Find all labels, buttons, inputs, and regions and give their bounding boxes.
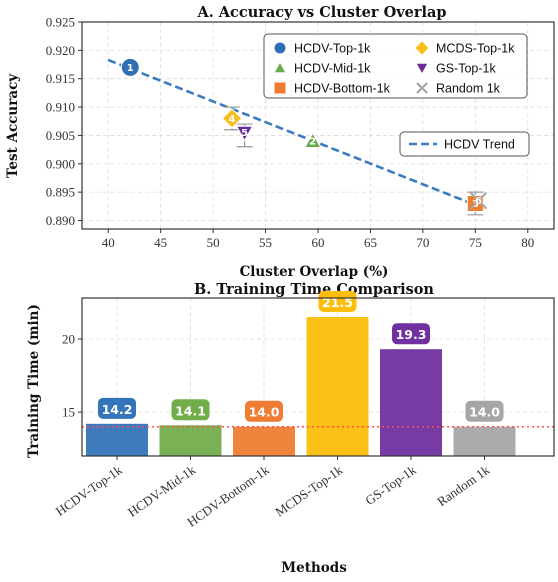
legend-box <box>263 33 528 99</box>
panel-a-trend <box>107 58 487 211</box>
point-random-1k <box>469 191 488 210</box>
panel-a-x-ticks: 40 45 50 55 60 65 70 75 80 <box>102 229 534 250</box>
bar-mcds-top-1k <box>306 317 369 456</box>
y-tick-label: 0.925 <box>46 15 75 30</box>
legend-label-hcdv-top-1k: HCDV-Top-1k <box>294 42 371 56</box>
y-tick-label: 0.900 <box>46 156 75 171</box>
x-tick-label: HCDV-Bottom-1k <box>184 462 272 530</box>
legend-label-mcds-top-1k: MCDS-Top-1k <box>436 42 515 56</box>
value-label-hcdv-bottom-1k: 14.0 <box>249 405 280 420</box>
y-tick-label: 20 <box>62 331 75 346</box>
y-tick-label: 0.895 <box>46 185 75 200</box>
legend-label-hcdv-mid-1k: HCDV-Mid-1k <box>294 62 371 76</box>
value-label-hcdv-mid-1k: 14.1 <box>175 403 206 418</box>
legend-marker-hcdv-bottom-1k <box>273 81 287 95</box>
panel-b-x-axis-label: Methods <box>281 560 347 576</box>
x-tick-label: 65 <box>364 235 377 250</box>
bar-gs-top-1k <box>380 349 442 456</box>
legend-marker-hcdv-mid-1k <box>273 60 287 74</box>
value-label-random-1k: 14.0 <box>469 405 500 420</box>
value-badge-hcdv-mid-1k <box>171 399 210 421</box>
x-tick-label: 50 <box>207 235 220 250</box>
x-tick-label: Random 1k <box>434 462 492 509</box>
panel-a-error-bars <box>223 106 484 216</box>
panel-a-y-ticks: 0.890 0.895 0.900 0.905 0.910 0.915 0.920 0.925 <box>46 15 82 228</box>
panel-a-legend: HCDV-Top-1k HCDV-Mid-1k HCDV-Bottom-1k MCDS… <box>263 33 528 99</box>
value-badge-hcdv-bottom-1k <box>245 400 283 422</box>
x-tick-label: MCDS-Top-1k <box>272 462 345 520</box>
bar-hcdv-mid-1k <box>159 425 222 456</box>
x-tick-label: 75 <box>469 235 482 250</box>
legend-marker-random-1k <box>416 82 428 94</box>
y-tick-label: 0.920 <box>46 43 75 58</box>
x-tick-label: 55 <box>259 235 272 250</box>
point-number-gs-top-1k: 5 <box>241 128 248 139</box>
x-tick-label: HCDV-Mid-1k <box>125 462 199 520</box>
trend-legend-box <box>399 131 530 157</box>
x-tick-label: 80 <box>521 235 534 250</box>
panel-a-y-axis-label: Test Accuracy <box>5 73 21 178</box>
panel-b-value-labels: 14.2 14.1 14.0 21.5 19.3 14.0 <box>98 291 504 422</box>
value-badge-gs-top-1k <box>392 323 430 345</box>
y-tick-label: 15 <box>62 405 75 420</box>
panel-a-title: A. Accuracy vs Cluster Overlap <box>196 4 446 21</box>
panel-a-trend-legend: HCDV Trend <box>399 131 530 157</box>
legend-marker-hcdv-top-1k <box>273 41 287 55</box>
legend-label-random-1k: Random 1k <box>436 82 501 96</box>
trend-legend-label: HCDV Trend <box>444 138 515 152</box>
point-gs-top-1k <box>235 125 254 142</box>
panel-b-title: B. Training Time Comparison <box>194 281 434 298</box>
point-mcds-top-1k <box>221 108 243 129</box>
panel-a-points: 123456 <box>120 57 488 212</box>
bar-hcdv-top-1k <box>86 423 148 456</box>
trend-line <box>107 58 487 211</box>
point-number-hcdv-mid-1k: 2 <box>309 137 316 148</box>
x-tick-label: 45 <box>154 235 167 250</box>
x-tick-label: 60 <box>312 235 325 250</box>
panel-b-y-axis-label: Training Time (min) <box>26 304 42 458</box>
value-label-mcds-top-1k: 21.5 <box>322 295 353 310</box>
panel-a: A. Accuracy vs Cluster Overlap 123456 40… <box>5 4 555 280</box>
legend-marker-mcds-top-1k <box>414 40 430 56</box>
point-number-random-1k: 6 <box>475 196 482 207</box>
value-badge-mcds-top-1k <box>318 291 357 313</box>
value-badge-random-1k <box>465 400 504 422</box>
legend-label-hcdv-bottom-1k: HCDV-Bottom-1k <box>294 82 391 96</box>
point-hcdv-mid-1k <box>303 132 322 148</box>
point-number-mcds-top-1k: 4 <box>229 114 236 125</box>
x-tick-label: 70 <box>416 235 429 250</box>
panel-b-bars <box>86 317 516 456</box>
x-tick-label: HCDV-Top-1k <box>53 462 125 519</box>
y-tick-label: 0.910 <box>46 100 75 115</box>
bar-hcdv-bottom-1k <box>233 426 295 456</box>
y-tick-label: 0.915 <box>46 71 75 86</box>
value-label-gs-top-1k: 19.3 <box>396 327 427 342</box>
x-tick-label: GS-Top-1k <box>362 462 419 508</box>
point-hcdv-top-1k <box>120 57 140 77</box>
value-badge-hcdv-top-1k <box>98 397 136 419</box>
panel-a-x-axis-label: Cluster Overlap (%) <box>240 264 389 280</box>
y-tick-label: 0.905 <box>46 128 75 143</box>
point-number-hcdv-top-1k: 1 <box>127 63 134 74</box>
value-label-hcdv-top-1k: 14.2 <box>102 402 133 417</box>
x-stroke <box>416 82 428 94</box>
x-stroke <box>469 191 488 210</box>
legend-marker-gs-top-1k <box>415 62 429 76</box>
y-tick-label: 0.890 <box>46 213 75 228</box>
panel-b: B. Training Time Comparison 14.2 14.1 14.0… <box>26 281 555 576</box>
legend-label-gs-top-1k: GS-Top-1k <box>436 62 496 76</box>
x-tick-label: 40 <box>102 235 115 250</box>
panel-b-frame <box>81 297 555 457</box>
bar-random-1k <box>453 426 516 456</box>
